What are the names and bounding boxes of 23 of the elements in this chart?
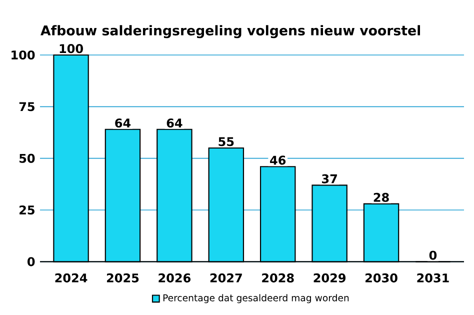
y-tick-label: 25 (20, 205, 34, 215)
chart-title: Afbouw salderingsregeling volgens nieuw voorstel (40, 25, 420, 38)
x-tick-label: 2030 (366, 273, 398, 282)
y-tick-label: 0 (28, 257, 35, 266)
x-tick-label: 2028 (262, 273, 294, 282)
x-tick-label: 2029 (314, 273, 346, 282)
data-label: 100 (60, 44, 83, 54)
data-label: 55 (218, 137, 234, 146)
x-tick-label: 2025 (106, 273, 139, 282)
data-label: 64 (115, 118, 131, 128)
data-label: 46 (270, 156, 286, 165)
data-label: 64 (166, 118, 182, 128)
legend-label: Percentage dat gesaldeerd mag worden (163, 294, 349, 304)
x-tick-label: 2027 (210, 273, 242, 282)
data-label: 0 (429, 250, 437, 260)
y-tick-label: 50 (20, 154, 35, 163)
x-tick-label: 2026 (158, 273, 191, 282)
x-tick-label: 2024 (55, 273, 88, 282)
x-tick-label: 2031 (417, 273, 449, 282)
y-tick-label: 75 (19, 102, 34, 112)
y-tick-label: 100 (12, 50, 35, 60)
data-label: 37 (322, 174, 337, 184)
data-label: 28 (374, 192, 389, 202)
